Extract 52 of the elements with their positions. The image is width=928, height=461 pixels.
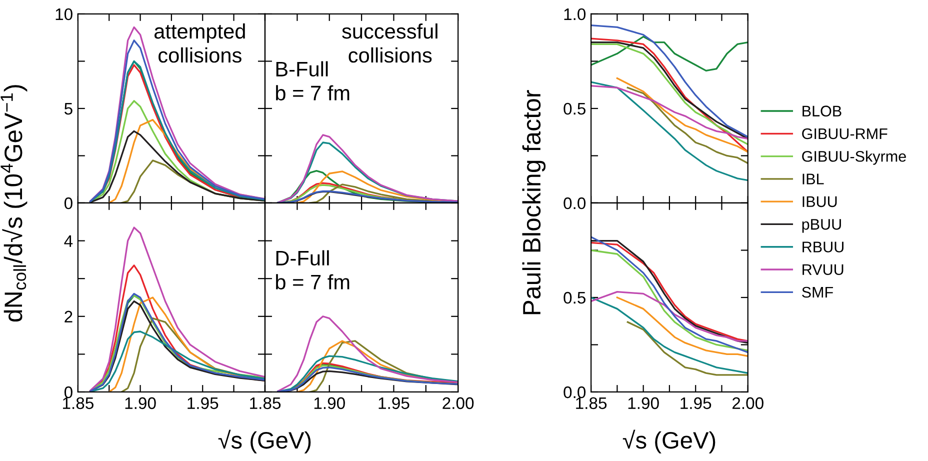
line-series [90,226,265,392]
legend-label: RVUU [802,264,844,276]
y-tick-label: 0.0 [564,386,586,398]
legend-label: BLOB [802,106,842,116]
y-tick-label: 5 [64,103,72,115]
line-series [90,330,265,392]
legend-label: SMF [802,286,833,298]
annotation: D-Full b = 7 fm [276,250,350,290]
x-tick-label: 1.95 [378,397,410,410]
x-tick-label: 1.90 [125,397,156,410]
y-tick-label: 4 [64,235,73,247]
annotation: B-Full b = 7 fm [276,61,350,100]
y-tick-label: 0 [64,386,72,398]
line-series [591,290,748,342]
y-tick-label: 1.0 [564,8,586,20]
x-axis-title: √s (GeV) [622,430,716,454]
y-axis-title: Pauli Blocking factor [522,90,546,314]
y-tick-label: 10 [56,8,72,20]
annotation: successful collisions [342,23,438,63]
line-series [90,130,265,203]
line-series [626,86,748,164]
x-tick-label: 1.90 [628,397,659,410]
x-axis-title: √s (GeV) [218,430,311,454]
legend-label: GIBUU-RMF [802,128,888,140]
y-tick-label: 0 [64,197,72,210]
x-tick-label: 2.00 [732,397,764,410]
x-tick-label: 1.85 [576,397,607,410]
x-tick-label: 1.90 [314,397,345,410]
x-tick-label: 1.85 [250,397,281,410]
line-series [591,36,748,72]
legend-label: RBUU [802,242,844,252]
line-series [591,24,748,138]
annotation: attempted collisions [154,23,245,63]
x-tick-label: 2.00 [442,397,474,410]
line-series [616,296,748,357]
legend-label: IBL [802,174,824,184]
y-tick-label: 2 [64,310,72,322]
y-tick-label: 0.5 [564,292,586,304]
legend-label: pBUU [802,219,841,233]
line-series [591,296,748,374]
x-tick-label: 1.95 [188,397,218,410]
line-series [591,81,748,182]
x-tick-label: 1.95 [680,397,712,410]
legend-label: IBUU [802,196,837,208]
line-series [616,77,748,153]
line-series [626,321,748,376]
x-tick-label: 1.85 [63,397,94,410]
legend-label: GIBUU-Skyrme [802,150,906,165]
y-tick-label: 0.0 [564,197,586,210]
line-series [591,84,748,140]
y-tick-label: 0.5 [564,102,586,115]
y-axis-title: dN$_{coll}$/d√s (10$^{4}$GeV$^{−1}$) [0,85,28,322]
